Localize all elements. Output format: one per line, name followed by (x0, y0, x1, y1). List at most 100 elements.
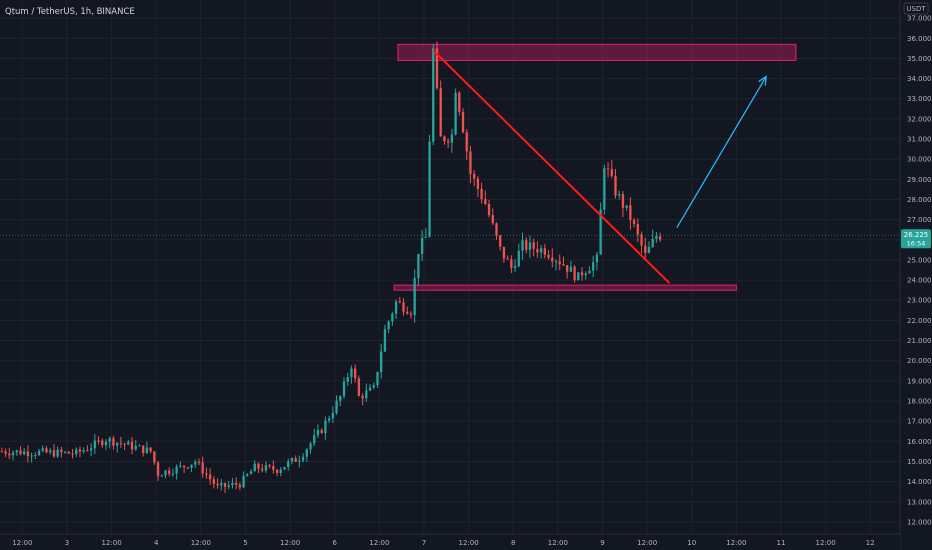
candle-body (525, 240, 528, 250)
candle-body (380, 351, 383, 372)
candle-body (443, 136, 446, 142)
candle-body (257, 463, 260, 469)
current-price-tag[interactable]: 26.225 16:54 (901, 229, 931, 249)
candle-body (89, 448, 93, 451)
x-axis: 12:00 3 12:00 4 12:00 5 12:00 6 12:00 7 12:00 8 12:0… (12, 539, 874, 547)
candle-body (93, 440, 96, 449)
price-axis-panel[interactable] (900, 0, 932, 550)
candle-body (621, 194, 625, 208)
candle-body (275, 469, 279, 473)
candle-body (551, 257, 554, 262)
candle-body (487, 204, 491, 216)
y-tick-label: 36.000 (907, 35, 932, 43)
candle-body (502, 246, 506, 259)
candle-body (179, 465, 182, 467)
candle-body (402, 302, 405, 312)
y-tick-label: 33.000 (907, 95, 932, 103)
candle-body (78, 449, 82, 452)
candle-body (435, 48, 439, 89)
candle-body (290, 458, 294, 462)
candle-body (186, 467, 189, 469)
candle-body (123, 443, 126, 445)
candle-body (354, 368, 357, 379)
candle-body (283, 466, 286, 470)
x-tick-label: 12:00 (816, 539, 836, 547)
candle-body (528, 242, 532, 250)
candle-body (145, 447, 149, 453)
candle-body (142, 445, 145, 453)
y-tick-label: 34.000 (907, 75, 932, 83)
candle-body (618, 194, 621, 196)
candle-body (636, 223, 639, 235)
candle-body (506, 258, 509, 260)
candle-body (324, 420, 327, 433)
candle-body (357, 378, 361, 396)
candle-body (658, 236, 662, 240)
candle-body (398, 301, 401, 303)
candle-body (104, 441, 108, 446)
candle-body (439, 88, 442, 137)
candle-body (476, 178, 480, 189)
candle-body (491, 215, 494, 224)
candle-body (465, 132, 468, 152)
candle-body (361, 395, 364, 399)
x-tick-label: 12 (866, 539, 875, 547)
candle-body (606, 168, 610, 170)
candle-body (413, 278, 416, 315)
candle-body (610, 169, 613, 176)
candle-body (67, 451, 70, 454)
candle-body (138, 445, 141, 447)
candle-body (11, 452, 15, 456)
candle-body (34, 454, 37, 456)
candle-body (0, 451, 4, 453)
candle-body (15, 450, 18, 453)
candle-body (450, 134, 454, 143)
candle-body (127, 441, 130, 445)
candle-body (253, 463, 256, 472)
candle-body (268, 465, 271, 467)
candle-body (190, 464, 193, 468)
candle-body (625, 205, 628, 208)
zones[interactable] (393, 43, 797, 291)
candle-body (205, 473, 208, 475)
candle-body (171, 473, 175, 475)
candle-body (480, 188, 483, 200)
candle-body (37, 450, 41, 455)
support-zone (393, 284, 737, 291)
candle-body (279, 469, 282, 473)
candle-body (305, 449, 308, 457)
y-tick-label: 21.000 (907, 337, 932, 345)
y-tick-label: 37.000 (907, 15, 932, 23)
y-tick-label: 25.000 (907, 256, 932, 264)
y-tick-label: 12.000 (907, 518, 932, 526)
candle-body (335, 400, 338, 414)
candle-body (220, 483, 223, 486)
candle-body (231, 482, 234, 486)
candle-body (23, 451, 26, 455)
candle-body (309, 443, 312, 450)
candle-body (424, 236, 427, 238)
candle-body (510, 259, 513, 269)
currency-badge[interactable] (903, 2, 929, 15)
y-tick-label: 35.000 (907, 55, 932, 63)
y-axis: 12.000 13.000 14.000 15.000 16.000 17.000 18.0… (907, 15, 932, 527)
candle-body (454, 92, 457, 135)
candle-body (461, 111, 465, 133)
candle-body (565, 265, 569, 272)
y-tick-label: 23.000 (907, 297, 932, 305)
drawings[interactable] (432, 49, 767, 284)
x-tick-label: 8 (511, 539, 515, 547)
candle-body (134, 445, 137, 450)
x-tick-label: 3 (65, 539, 69, 547)
candle-body (588, 270, 591, 274)
candle-body (547, 254, 550, 258)
candle-body (30, 455, 33, 457)
candle-body (298, 460, 301, 462)
y-tick-label: 19.000 (907, 377, 932, 385)
candle-body (428, 141, 431, 237)
x-tick-label: 11 (777, 539, 786, 547)
time-axis-panel[interactable] (0, 534, 900, 550)
candle-body (376, 371, 379, 386)
x-tick-label: 10 (687, 539, 696, 547)
